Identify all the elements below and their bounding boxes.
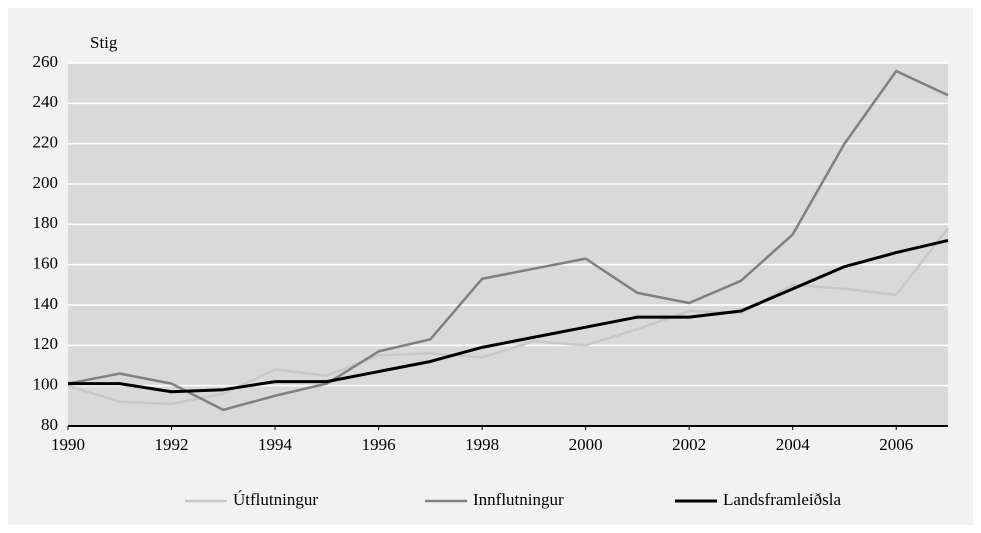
y-tick-label: 180 (33, 213, 59, 232)
series-line (67, 69, 949, 412)
x-tick-label: 2000 (569, 435, 603, 454)
y-tick-label: 100 (33, 375, 59, 394)
x-tick-label: 2006 (879, 435, 913, 454)
y-tick-label: 240 (33, 92, 59, 111)
x-tick-label: 1996 (362, 435, 396, 454)
y-axis-label: Stig (90, 33, 118, 52)
y-tick-label: 140 (33, 294, 59, 313)
y-tick-label: 260 (33, 52, 59, 71)
series-line (68, 239, 949, 394)
legend-label: Útflutningur (233, 490, 318, 509)
y-tick-label: 220 (33, 133, 59, 152)
y-tick-label: 200 (33, 173, 59, 192)
legend-label: Innflutningur (473, 490, 564, 509)
plot-area (68, 63, 948, 426)
x-tick-label: 1998 (465, 435, 499, 454)
x-tick-label: 1990 (51, 435, 85, 454)
legend-label: Landsframleiðsla (723, 490, 841, 509)
y-tick-label: 160 (33, 254, 59, 273)
x-tick-label: 2004 (776, 435, 811, 454)
y-tick-label: 120 (33, 334, 59, 353)
x-tick-label: 1994 (258, 435, 293, 454)
y-tick-label: 80 (41, 415, 58, 434)
x-tick-label: 2002 (672, 435, 706, 454)
x-tick-label: 1992 (155, 435, 189, 454)
